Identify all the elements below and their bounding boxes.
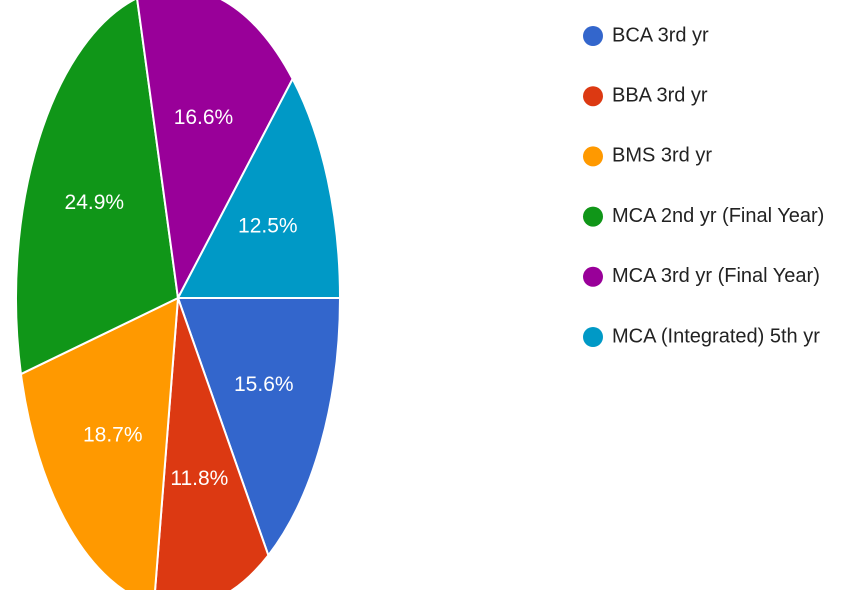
pie-slice <box>176 76 342 299</box>
legend-label: BCA 3rd yr <box>612 24 709 46</box>
slice-label: 11.8% <box>170 467 228 490</box>
legend-swatch <box>583 266 603 287</box>
slice-label: 12.5% <box>238 214 298 237</box>
legend-swatch <box>583 327 603 347</box>
pie-slice <box>154 297 270 590</box>
pie-slice <box>19 296 180 590</box>
pie-slice <box>176 297 342 558</box>
legend-label: BBA 3rd yr <box>612 84 708 106</box>
legend-swatch <box>583 86 603 107</box>
legend-swatch <box>583 206 603 227</box>
legend-label: MCA 3rd yr (Final Year) <box>612 265 820 287</box>
slice-label: 24.9% <box>65 191 125 214</box>
pie-slice <box>136 0 294 302</box>
legend-label: MCA (Integrated) 5th yr <box>612 325 820 347</box>
pie-slice <box>15 0 180 376</box>
legend-label: MCA 2nd yr (Final Year) <box>612 205 824 227</box>
slice-label: 15.6% <box>234 373 294 396</box>
legend-swatch <box>583 146 603 167</box>
legend-swatch <box>583 26 603 46</box>
slice-label: 18.7% <box>83 423 143 446</box>
legend-label: BMS 3rd yr <box>612 145 712 167</box>
slice-label: 16.6% <box>174 106 234 129</box>
